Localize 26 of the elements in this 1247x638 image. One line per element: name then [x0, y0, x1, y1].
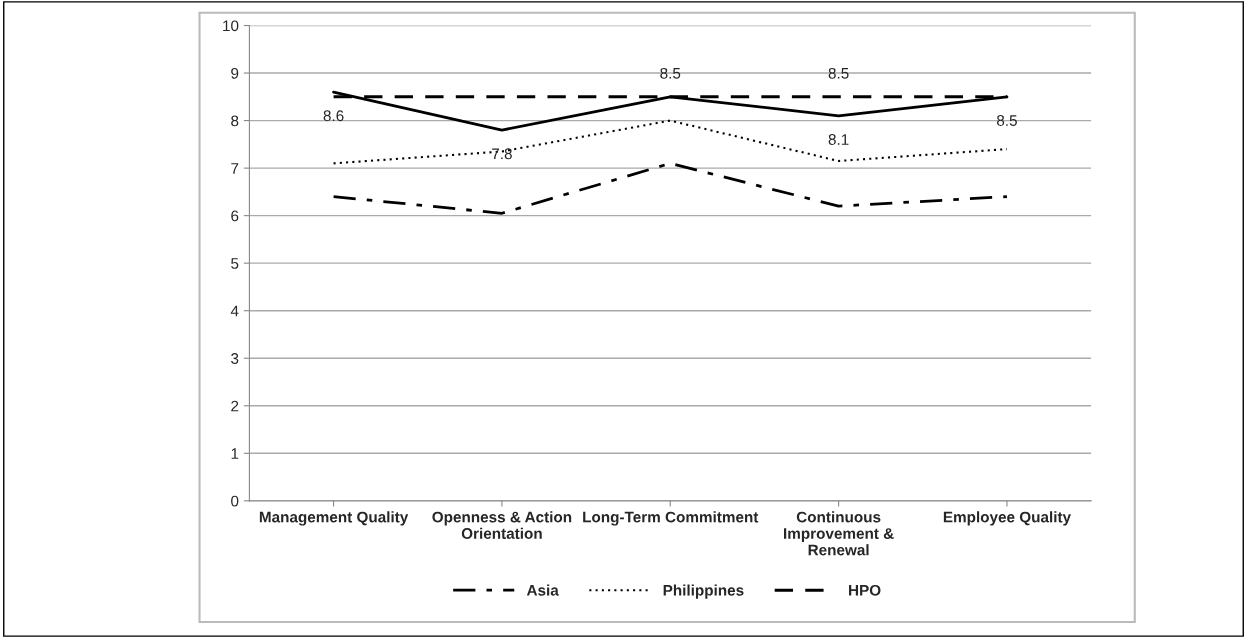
data-label: 8.6	[323, 110, 344, 122]
y-tick-label: 4	[230, 305, 239, 317]
x-tick-label: Management Quality	[259, 511, 409, 526]
legend-label: Asia	[526, 584, 559, 596]
legend-label: HPO	[849, 584, 881, 596]
y-tick-label: 0	[231, 495, 239, 507]
data-label: 8.1	[828, 134, 849, 145]
x-tick-label: Long-Term Commitment	[583, 511, 759, 526]
data-label: 8.5	[828, 67, 849, 79]
y-tick-label: 10	[223, 20, 239, 32]
data-label: 7.8	[492, 148, 512, 160]
y-tick-label: 7	[231, 163, 239, 174]
y-tick-label: 6	[231, 210, 239, 222]
x-tick-label: Openness & Action Orientation	[432, 511, 572, 539]
y-tick-label: 2	[231, 400, 239, 412]
y-tick-label: 5	[231, 258, 239, 269]
data-label: 8.5	[660, 67, 681, 79]
y-tick-label: 8	[231, 115, 239, 127]
y-tick-label: 1	[231, 448, 239, 459]
y-tick-label: 9	[231, 67, 239, 79]
legend-label: Philippines	[663, 584, 744, 599]
x-tick-label: Employee Quality	[943, 511, 1071, 526]
y-tick-label: 3	[231, 353, 239, 364]
data-label: 8.5	[997, 115, 1017, 126]
line-series	[332, 161, 1009, 215]
x-tick-label: Continuous Improvement & Renewal	[784, 511, 894, 556]
